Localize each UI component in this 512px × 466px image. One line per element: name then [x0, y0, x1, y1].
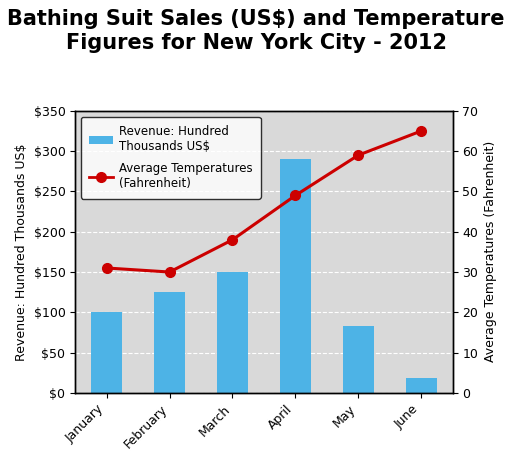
Text: Bathing Suit Sales (US$) and Temperature
Figures for New York City - 2012: Bathing Suit Sales (US$) and Temperature…	[7, 9, 505, 53]
Bar	[154, 292, 185, 393]
Bar	[280, 159, 311, 393]
Legend: Revenue: Hundred
Thousands US$, Average Temperatures
(Fahrenheit): Revenue: Hundred Thousands US$, Average …	[81, 116, 261, 199]
Y-axis label: Average Temperatures (Fahrenheit): Average Temperatures (Fahrenheit)	[484, 141, 497, 363]
Bar	[91, 312, 122, 393]
Bar	[217, 272, 248, 393]
Bar	[343, 326, 374, 393]
Y-axis label: Revenue: Hundred Thousands US$: Revenue: Hundred Thousands US$	[15, 143, 28, 361]
Bar	[406, 378, 437, 393]
